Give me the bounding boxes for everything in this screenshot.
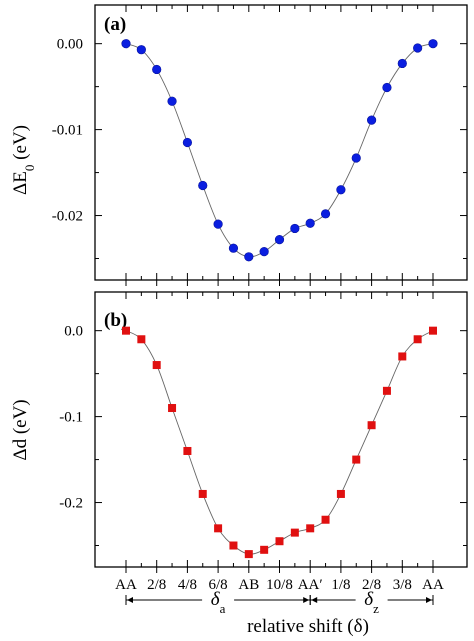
data-point-a <box>290 223 300 234</box>
bracket-arrow-left <box>127 597 133 603</box>
y-tick-label-a: 0.00 <box>57 37 83 53</box>
panel-a-x-ticks <box>125 5 434 286</box>
panel-a-y-axis: 0.00 -0.01 -0.02 <box>52 37 467 260</box>
panel-b-y-axis: 0.0 -0.1 -0.2 <box>59 324 467 547</box>
data-point-b <box>306 524 315 533</box>
panel-b-x-axis: AA 2/8 4/8 6/8 AB 10/8 AA′ 1/8 2/8 3/8 AA <box>115 292 444 593</box>
series-line-a <box>125 43 434 258</box>
data-point-a <box>397 58 407 69</box>
x-tick-label: 2/8 <box>362 577 381 593</box>
data-point-a <box>320 209 331 219</box>
data-point-b <box>382 386 391 395</box>
shift-brackets: δa δz <box>125 589 434 616</box>
panel-b-y-label-unit: (eV) <box>10 399 31 439</box>
data-point-b <box>429 326 437 335</box>
data-point-a <box>305 218 315 228</box>
panel-a-frame <box>94 4 468 281</box>
data-point-a <box>259 247 269 257</box>
data-point-b <box>290 528 299 537</box>
data-point-b <box>244 550 253 559</box>
data-point-b <box>198 489 207 498</box>
x-axis-label: relative shift (δ) <box>247 616 369 637</box>
panel-b-distance: (b) 0.0 -0.1 -0.2 AA 2/8 4/8 6/8 AB 10/8 AA′ 1/8 2… <box>10 291 468 593</box>
y-tick-label-b: -0.1 <box>59 410 83 426</box>
data-point-b <box>152 361 161 370</box>
x-tick-label: 4/8 <box>178 577 197 593</box>
data-point-b <box>214 524 223 533</box>
x-tick-label: AA′ <box>298 577 323 593</box>
bracket-arrow-right <box>426 597 432 603</box>
y-tick-label-a: -0.02 <box>52 209 83 225</box>
panel-a-y-label-main: ΔE <box>10 171 31 195</box>
data-point-b <box>122 326 130 335</box>
panel-a-y-label-subscript: 0 <box>22 165 37 172</box>
x-tick-label: AA <box>422 577 444 593</box>
data-point-b <box>137 335 146 344</box>
panel-b-y-label-main: Δd <box>10 438 31 460</box>
series-line-b <box>125 330 434 555</box>
x-tick-label: 6/8 <box>209 577 228 593</box>
panel-b-tag: (b) <box>104 310 127 331</box>
data-point-a <box>182 137 192 148</box>
data-point-b <box>275 537 284 546</box>
x-tick-label: AA <box>115 577 137 593</box>
data-point-b <box>229 541 238 550</box>
panel-a-tag: (a) <box>104 14 126 35</box>
y-tick-label-b: 0.0 <box>64 324 83 340</box>
data-point-a <box>413 43 423 53</box>
data-point-a <box>428 39 438 49</box>
data-point-a <box>367 115 377 125</box>
data-point-a <box>136 45 146 55</box>
panel-a-y-axis-label: ΔE0 (eV) <box>10 125 37 195</box>
data-point-a <box>152 64 162 75</box>
data-point-a <box>213 219 223 229</box>
panel-b-plot-area <box>122 326 437 559</box>
bracket-label: δz <box>364 589 379 616</box>
data-point-b <box>336 489 345 498</box>
data-point-a <box>198 180 208 191</box>
x-tick-label: 10/8 <box>266 577 293 593</box>
data-point-b <box>260 545 269 554</box>
data-point-a <box>244 252 254 262</box>
y-tick-label-b: -0.2 <box>59 496 83 512</box>
panel-a-y-label-unit: (eV) <box>10 125 31 165</box>
data-point-b <box>321 515 330 524</box>
bracket-label: δa <box>211 589 226 616</box>
data-point-a <box>228 243 239 253</box>
data-point-b <box>413 335 422 344</box>
x-tick-label: 3/8 <box>393 577 412 593</box>
data-point-a <box>274 235 285 245</box>
data-point-b <box>183 446 192 455</box>
data-point-b <box>398 352 407 361</box>
x-tick-label: 2/8 <box>147 577 166 593</box>
data-point-a <box>336 185 346 195</box>
y-tick-label-a: -0.01 <box>52 123 83 139</box>
data-point-a <box>351 153 361 163</box>
data-point-a <box>121 39 131 49</box>
data-point-b <box>367 421 376 430</box>
data-point-a <box>167 96 177 106</box>
panel-b-y-axis-label: Δd (eV) <box>10 399 31 460</box>
bracket-arrow-right <box>303 597 310 603</box>
x-tick-label: 1/8 <box>331 577 350 593</box>
panel-a-energy: (a) 0.00 -0.01 -0.02 ΔE0 (eV) <box>10 4 468 286</box>
panel-a-plot-area <box>121 39 438 262</box>
data-point-b <box>168 404 177 413</box>
bracket-arrow-left <box>311 597 318 603</box>
data-point-a <box>382 82 392 93</box>
panel-b-frame <box>94 291 468 568</box>
data-point-b <box>352 455 361 464</box>
x-tick-label: AB <box>238 577 259 593</box>
